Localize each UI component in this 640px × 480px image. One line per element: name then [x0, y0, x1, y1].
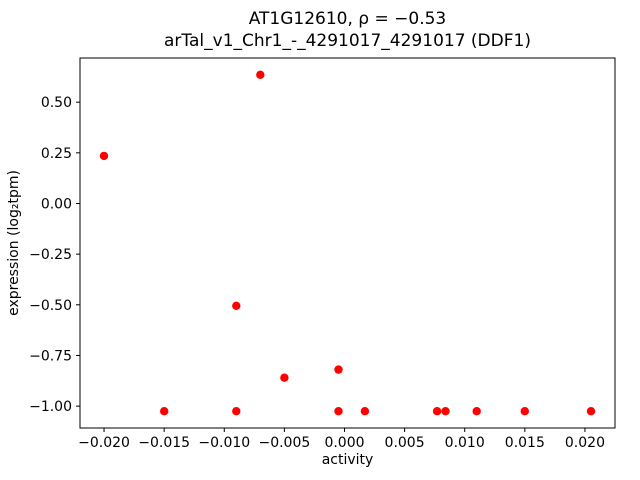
data-point	[99, 151, 109, 161]
data-point	[232, 407, 241, 416]
x-tick-label: 0.020	[565, 435, 605, 451]
y-tick-label: 0.00	[41, 196, 72, 212]
x-tick-label: 0.005	[385, 435, 425, 451]
data-point	[256, 70, 265, 80]
x-tick-label: −0.005	[258, 435, 310, 451]
data-points	[99, 70, 596, 416]
data-point	[280, 373, 289, 382]
y-tick-label: −1.00	[29, 399, 72, 415]
axis-ticks: −0.020 −0.015 −0.010 −0.005 0.000 0.005 0.010 0…	[29, 95, 605, 451]
x-tick-label: −0.010	[198, 435, 250, 451]
chart-subtitle: arTal_v1_Chr1_-_4291017_4291017 (DDF1)	[164, 31, 531, 51]
y-tick-label: −0.75	[29, 348, 72, 364]
data-point	[360, 407, 370, 416]
x-axis-label: activity	[322, 452, 374, 468]
x-tick-label: 0.010	[445, 435, 485, 451]
y-tick-label: −0.50	[29, 298, 72, 314]
data-point	[334, 365, 343, 374]
axes-frame	[79, 57, 616, 429]
y-axis-label: expression (log₂tpm)	[6, 170, 22, 316]
data-point	[472, 407, 481, 416]
data-point	[334, 407, 343, 416]
chart-title: AT1G12610, ρ = −0.53	[249, 9, 447, 29]
data-point	[441, 407, 450, 416]
data-point	[432, 407, 442, 416]
x-tick-label: −0.020	[78, 435, 130, 451]
y-tick-label: −0.25	[29, 247, 72, 263]
x-tick-label: 0.015	[505, 435, 545, 451]
data-point	[520, 407, 529, 416]
data-point	[232, 301, 241, 310]
x-tick-label: −0.015	[138, 435, 190, 451]
data-point	[160, 407, 169, 416]
x-tick-label: 0.000	[324, 435, 364, 451]
data-point	[586, 407, 596, 416]
y-tick-label: 0.25	[41, 146, 72, 162]
y-tick-label: 0.50	[41, 95, 72, 111]
